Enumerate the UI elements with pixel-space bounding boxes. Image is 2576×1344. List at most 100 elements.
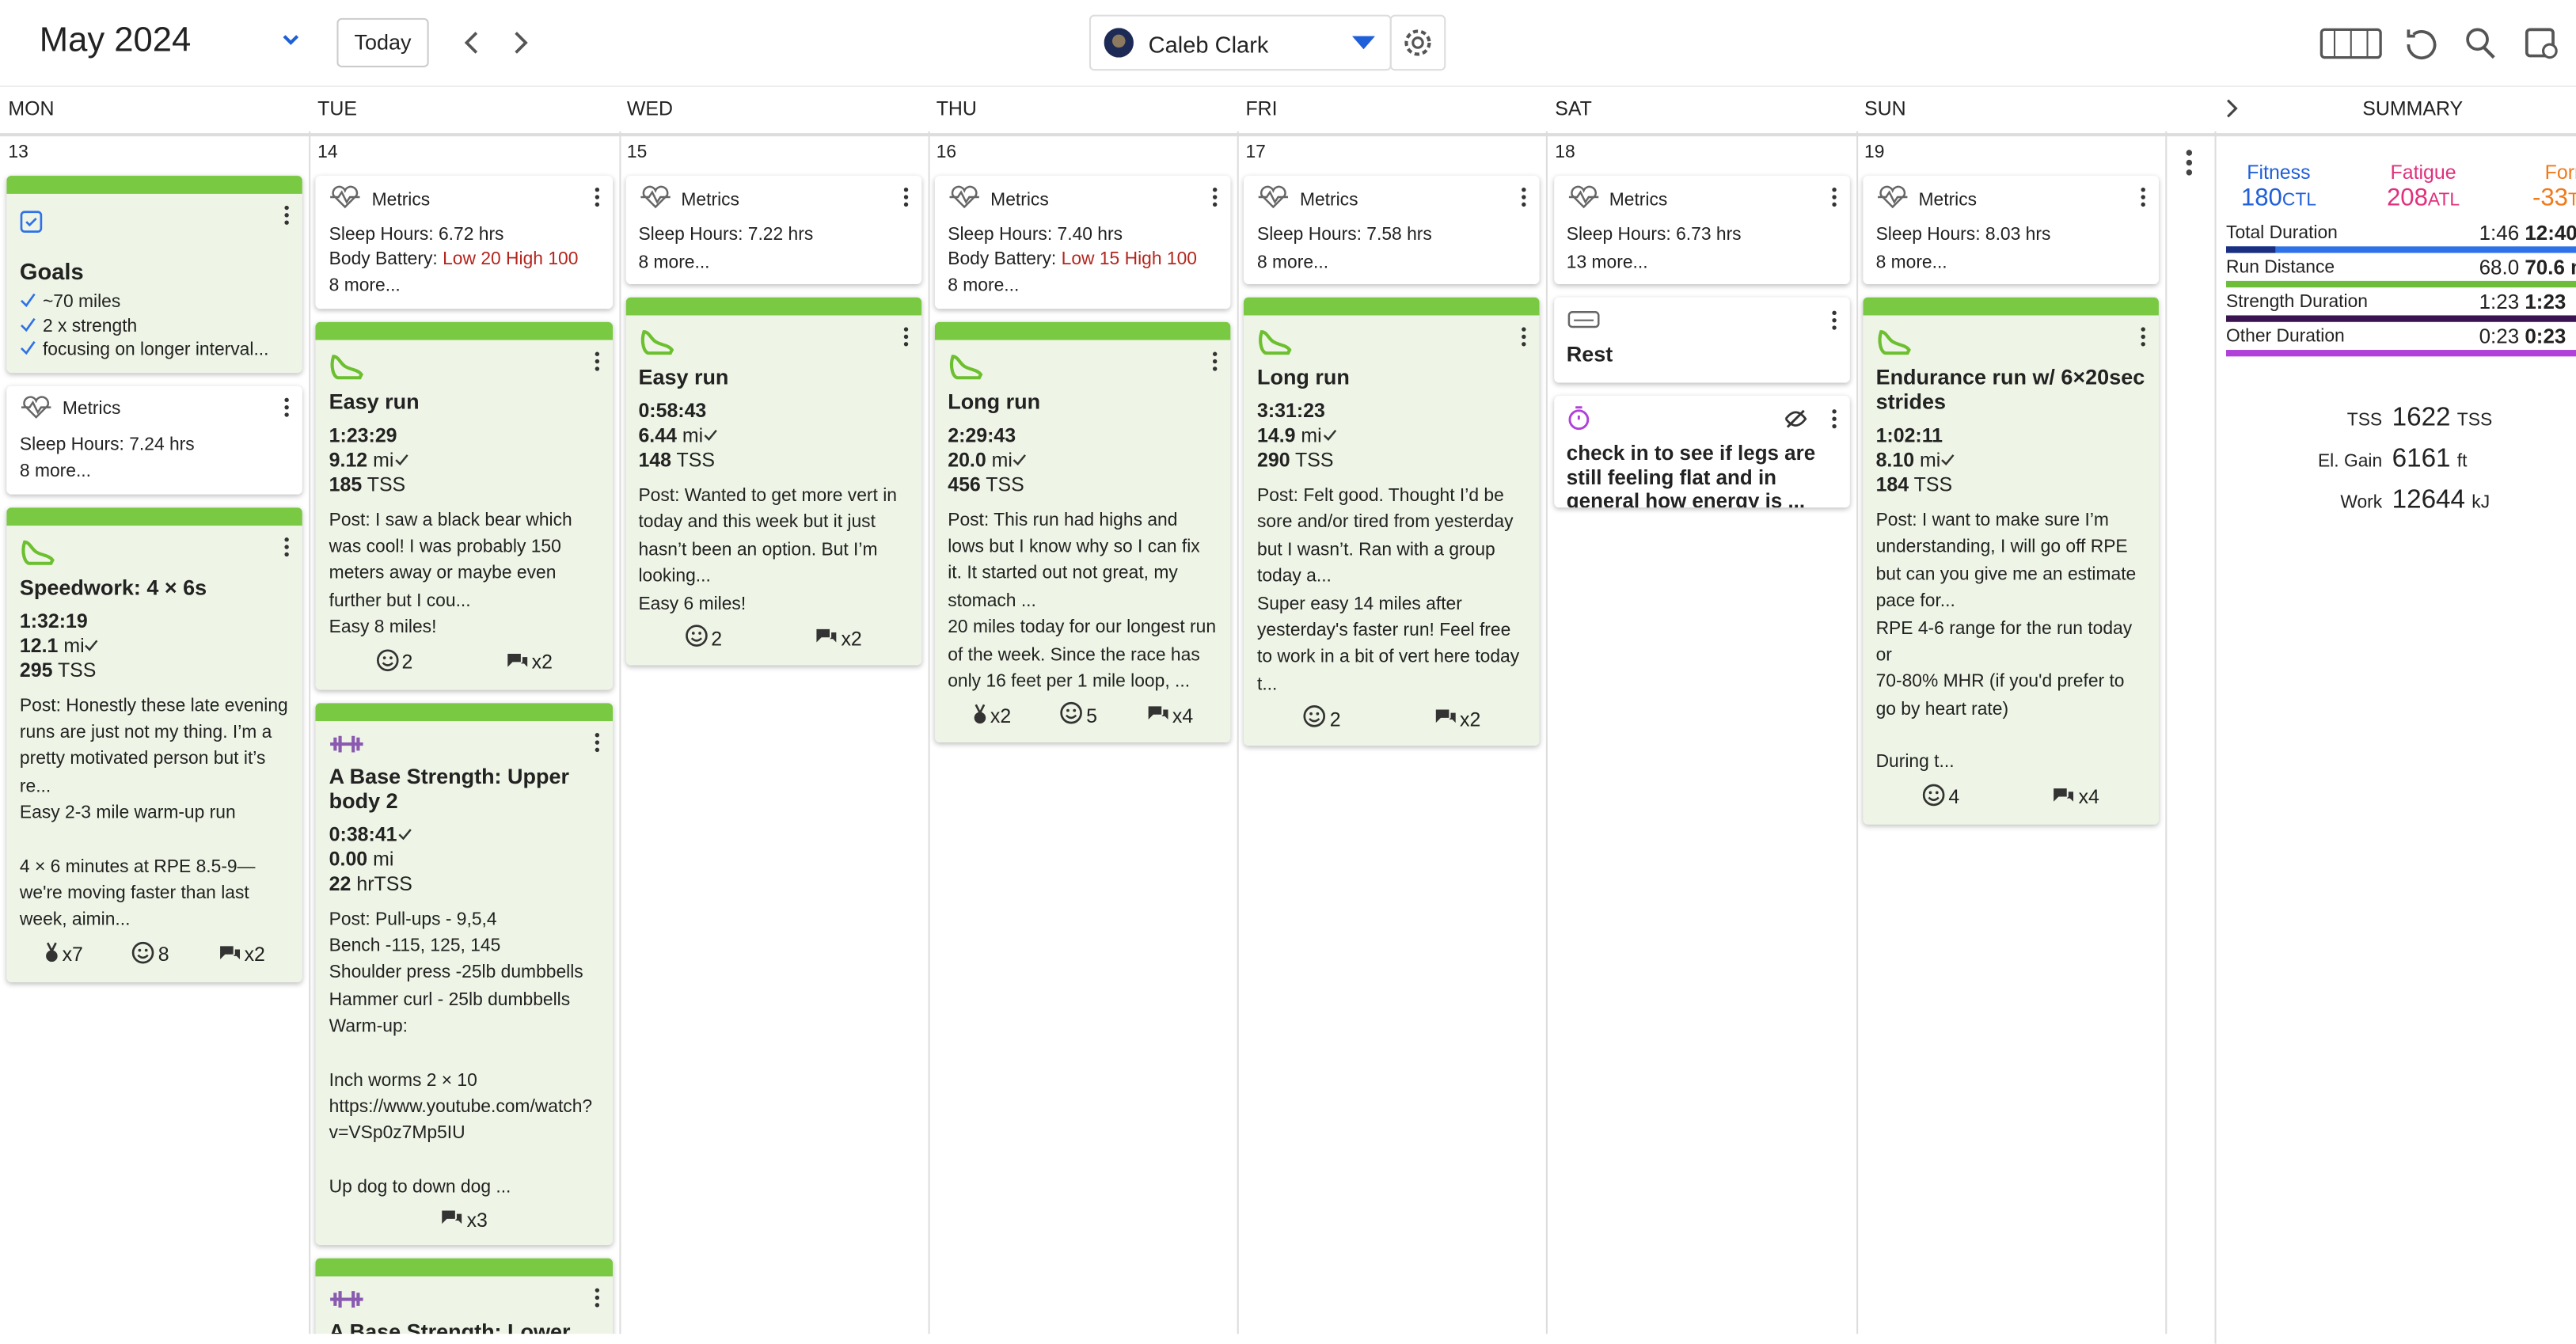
total-value: 1622 <box>2392 404 2451 432</box>
rest-card: Rest <box>1553 297 1850 383</box>
card-body: Long run 2:29:43 20.0 mi 456 TSS Post: This … <box>935 340 1231 743</box>
settings-button[interactable] <box>1389 14 1446 71</box>
duration: 1:23:29 <box>329 423 599 447</box>
comments: x2 <box>815 625 862 652</box>
workout-title: Endurance run w/ 6×20sec strides <box>1875 364 2145 414</box>
duration: 3:31:23 <box>1257 399 1527 423</box>
comments-count: x4 <box>1172 704 1194 728</box>
duration-value: 0:58:43 <box>638 399 707 423</box>
week-menu[interactable] <box>2185 150 2193 176</box>
workout-title: A Base Strength: Upper body 2 <box>329 763 569 813</box>
text-line: Inch worms 2 × 10 <box>329 1070 477 1091</box>
workout-text: Post: I want to make sure I’m understand… <box>1876 507 2146 776</box>
text-line: RPE 4-6 range for the run today <box>1875 618 2133 639</box>
card-menu <box>1522 327 1527 351</box>
duration-value: 1:02:11 <box>1875 423 1943 447</box>
total-value: 6161 <box>2392 445 2451 473</box>
row-bar-progress <box>2226 246 2276 253</box>
paragraph: Up dog to down dog ... <box>329 1174 599 1201</box>
text-line: Bench -115, 125, 145 <box>329 936 501 956</box>
total-value: 12644 <box>2392 486 2465 514</box>
workout-card: Endurance run w/ 6×20sec strides 1:02:11 8… <box>1862 297 2160 825</box>
month-dropdown[interactable] <box>281 33 301 50</box>
distance: 20.0 mi <box>948 448 1218 473</box>
day-date: 18 <box>1555 142 1575 163</box>
comments-count: x2 <box>1460 707 1481 731</box>
nav-arrows[interactable] <box>460 29 535 55</box>
sleep: Sleep Hours: 7.58 hrs <box>1256 225 1432 245</box>
athlete-name: Caleb Clark <box>1148 31 1269 58</box>
color-bar <box>625 297 922 316</box>
sport-icon <box>1876 328 2146 359</box>
metrics-title: Metrics <box>371 189 431 210</box>
battery-label: Body Battery: <box>329 249 438 269</box>
card-footer: 2 x2 <box>1257 699 1527 737</box>
row-values: 1:23 1:23 <box>2479 290 2567 313</box>
distance: 6.44 mi <box>638 423 908 448</box>
today-button[interactable]: Today <box>336 17 429 68</box>
row-planned: 1:23 <box>2479 290 2520 314</box>
month[interactable]: May 2024 <box>39 21 192 59</box>
distance-value: 14.9 <box>1256 423 1296 447</box>
gauge-value: -33TSB <box>2515 184 2576 211</box>
collapse-summary[interactable] <box>2225 97 2241 120</box>
paragraph: Inch worms 2 × 10 https://www.youtube.com… <box>329 1067 599 1148</box>
card-menu <box>1831 310 1837 335</box>
distance-unit: mi <box>373 447 394 471</box>
battery-value: Low 20 High 100 <box>443 249 579 269</box>
gauge: Form-33TSB <box>2515 161 2576 211</box>
gauge: Fatigue 208ATL <box>2371 161 2476 211</box>
workout-card: Speedwork: 4 × 6s 1:32:19 12.1 mi 295 TSS Po… <box>6 507 303 982</box>
distance: 0.00 mi <box>329 847 599 871</box>
more: 8 more... <box>19 461 91 482</box>
text-line: Hammer curl - 25lb dumbbells <box>329 989 571 1010</box>
more: 8 more... <box>329 275 401 296</box>
metrics-header: Metrics <box>1876 185 2146 214</box>
metrics-title: Metrics <box>681 189 739 210</box>
pr-count: x2 <box>990 704 1012 728</box>
summary-row: Total Duration 1:46 12:40 <box>2226 220 2576 255</box>
check <box>85 633 100 658</box>
comments-count: x2 <box>244 943 265 966</box>
likes-count: 5 <box>1086 704 1098 728</box>
distance: 14.9 mi <box>1257 423 1527 448</box>
paragraph: During t... <box>1876 750 2146 776</box>
row-label: Run Distance <box>2226 257 2335 278</box>
card-footer: 4 x4 <box>1876 776 2146 814</box>
toolbar-icons[interactable] <box>2320 23 2566 63</box>
text-line: Post: Pull-ups - 9,5,4 <box>329 909 497 929</box>
text-line: Warm-up: <box>329 1016 408 1037</box>
text-line: During t... <box>1875 753 1955 773</box>
weekday: MON <box>8 97 55 120</box>
card-menu <box>1213 351 1218 375</box>
row-planned: 0:23 <box>2479 325 2520 348</box>
paragraph: 4 × 6 minutes at RPE 8.5-9—we're moving … <box>20 853 290 934</box>
summary-row: Run Distance 68.0 70.6 mi <box>2226 255 2576 290</box>
likes-count: 2 <box>1329 707 1341 731</box>
distance: 9.12 mi <box>329 448 599 473</box>
gauge-unit: TSB <box>2568 191 2576 211</box>
comments-count: x4 <box>2078 785 2099 809</box>
text-line: Easy 8 miles! <box>329 617 437 638</box>
row-label: Total Duration <box>2226 223 2338 244</box>
metrics-card: Metrics Sleep Hours: 6.72 hrs Body Battery… <box>316 176 613 309</box>
gauge-unit: ATL <box>2427 190 2460 211</box>
workout-card: Easy run 0:58:43 6.44 mi 148 TSS Post: Wante… <box>625 297 922 666</box>
sleep: Sleep Hours: 8.03 hrs <box>1875 225 2051 245</box>
check <box>1322 423 1337 448</box>
total-label: TSS <box>2346 410 2383 431</box>
athlete-select[interactable]: Caleb Clark <box>1089 14 1392 71</box>
day-column: 14 Metrics Sleep Hours: 6.72 hrs Body Batte… <box>310 131 621 1335</box>
row-bar <box>2226 246 2576 253</box>
card-menu <box>2141 327 2146 351</box>
distance: 12.1 mi <box>20 633 290 658</box>
workout-text: Post: Wanted to get more vert in today a… <box>638 483 908 617</box>
card-menu <box>1522 187 1527 212</box>
tss: 22 hrTSS <box>329 871 599 896</box>
hidden-icon <box>1784 409 1807 434</box>
likes: 2 <box>375 648 412 676</box>
athlete-dropdown <box>1351 36 1376 50</box>
row-done: 70.6 mi <box>2525 256 2576 279</box>
